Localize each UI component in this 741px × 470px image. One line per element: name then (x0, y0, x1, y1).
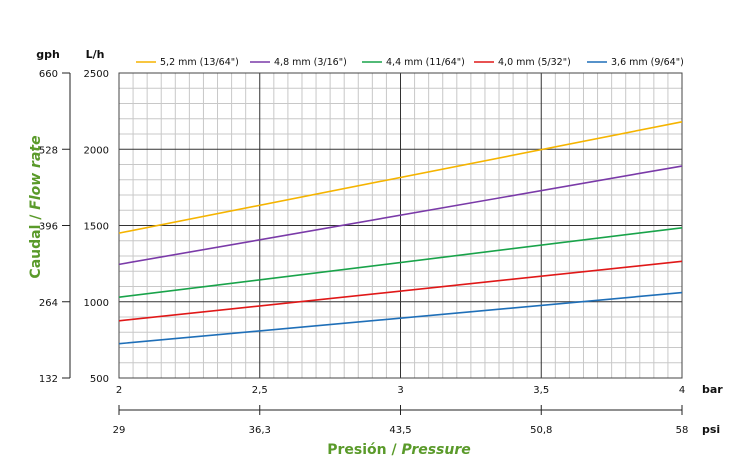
lh-tick-label: 500 (90, 374, 109, 385)
series-layer (118, 121, 683, 345)
x-axes: 2 2,5 3 3,5 4 bar 29 36,3 43,5 50,8 58 psi (113, 383, 724, 436)
legend-entry: 3,6 mm (9/64") (611, 57, 684, 68)
psi-tick-label: 50,8 (530, 425, 552, 436)
lh-tick-label: 1000 (84, 298, 109, 309)
x-axis-title: Presión / Pressure (327, 442, 471, 458)
bar-tick-label: 2,5 (252, 385, 268, 396)
plot-frame (118, 72, 683, 379)
gph-tick-label: 264 (39, 298, 58, 309)
bar-tick-label: 3,5 (533, 385, 549, 396)
series-line (118, 260, 683, 322)
psi-tick-label: 36,3 (249, 425, 271, 436)
psi-tick-label: 29 (113, 425, 126, 436)
psi-tick-label: 58 (676, 425, 689, 436)
series-line (118, 121, 683, 234)
series-line (118, 165, 683, 266)
lh-tick-label: 2500 (84, 69, 109, 80)
bar-unit-label: bar (702, 383, 723, 396)
lh-tick-label: 1500 (84, 222, 109, 233)
lh-tick-label: 2000 (84, 145, 109, 156)
y-axes: gph L/h 132 500 264 1000 396 1500 528 2000 660 2500 (36, 48, 109, 385)
bar-tick-label: 2 (116, 385, 122, 396)
gph-tick-label: 660 (39, 69, 58, 80)
series-line (118, 226, 683, 298)
legend-entry: 5,2 mm (13/64") (160, 57, 239, 68)
y-axis-title: Caudal / Flow rate (28, 135, 44, 278)
gph-unit-label: gph (36, 48, 60, 61)
lh-unit-label: L/h (86, 48, 105, 61)
legend-entry: 4,4 mm (11/64") (386, 57, 465, 68)
psi-tick-label: 43,5 (389, 425, 411, 436)
legend: 5,2 mm (13/64") 4,8 mm (3/16") 4,4 mm (11/… (136, 57, 684, 68)
gph-tick-label: 132 (39, 374, 58, 385)
legend-entry: 4,0 mm (5/32") (498, 57, 571, 68)
major-grid (119, 73, 682, 378)
series-line (118, 291, 683, 345)
gph-tick-label: 528 (39, 145, 58, 156)
legend-entry: 4,8 mm (3/16") (274, 57, 347, 68)
psi-unit-label: psi (702, 423, 720, 436)
bar-tick-label: 4 (679, 385, 685, 396)
bar-tick-label: 3 (397, 385, 403, 396)
gph-tick-label: 396 (39, 222, 58, 233)
